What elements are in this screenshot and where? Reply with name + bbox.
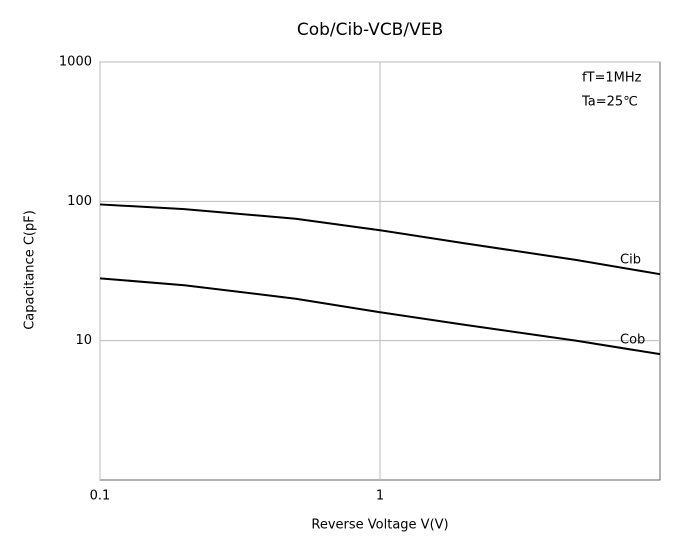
x-axis-label: Reverse Voltage V(V) xyxy=(311,518,448,533)
page: Cob/Cib-VCB/VEB fT=1MHz Ta=25℃ Reverse V… xyxy=(0,0,699,542)
x-tick-label: 1 xyxy=(376,489,384,504)
y-tick-label: 100 xyxy=(67,194,92,209)
y-axis-label: Capacitance C(pF) xyxy=(23,210,38,330)
y-tick-label: 10 xyxy=(75,333,92,348)
annotation: Ta=25℃ xyxy=(581,95,638,110)
series-label: Cib xyxy=(620,253,641,268)
annotation: fT=1MHz xyxy=(582,71,642,86)
y-tick-label: 1000 xyxy=(59,55,92,70)
x-tick-label: 0.1 xyxy=(90,489,111,504)
chart: Cob/Cib-VCB/VEB fT=1MHz Ta=25℃ Reverse V… xyxy=(0,0,699,542)
chart-title: Cob/Cib-VCB/VEB xyxy=(297,20,443,40)
series-label: Cob xyxy=(620,333,645,348)
